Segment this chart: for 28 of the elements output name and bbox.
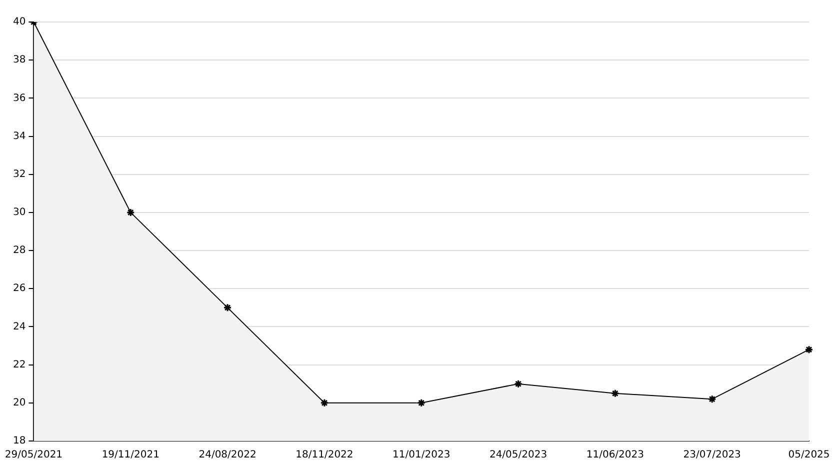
y-tick-label: 34 <box>12 130 26 142</box>
y-tick-label: 30 <box>12 207 26 218</box>
x-tick-label: 23/07/2023 <box>683 450 741 461</box>
y-tick-label: 38 <box>12 54 26 66</box>
x-tick-label: 24/05/2023 <box>489 450 548 461</box>
point <box>708 394 716 404</box>
y-tick-label: 40 <box>12 16 26 28</box>
x-tick-label: 11/06/2023 <box>586 450 644 461</box>
point <box>610 389 620 398</box>
y-tick-label: 20 <box>12 398 26 409</box>
x-tick-label: 19/11/2021 <box>102 450 160 461</box>
point <box>126 208 135 217</box>
y-tick-label: 24 <box>12 321 26 332</box>
x-tick-label: 24/08/2022 <box>198 450 256 461</box>
y-tick-label: 18 <box>12 436 26 447</box>
y-tick-label: 36 <box>12 92 26 104</box>
y-tick-label: 22 <box>12 359 26 370</box>
x-tick-label: 11/01/2023 <box>392 450 450 461</box>
x-tick-label: 05/2025 <box>788 450 830 461</box>
point <box>223 303 232 312</box>
y-tick-label: 32 <box>12 168 26 180</box>
x-tick-label: 18/11/2022 <box>296 450 354 461</box>
x-tick-label: 29/05/2021 <box>4 450 63 461</box>
y-tick-label: 28 <box>12 245 26 256</box>
point <box>320 398 329 408</box>
y-tick-label: 26 <box>12 283 26 294</box>
point <box>514 380 523 388</box>
point <box>417 398 426 408</box>
